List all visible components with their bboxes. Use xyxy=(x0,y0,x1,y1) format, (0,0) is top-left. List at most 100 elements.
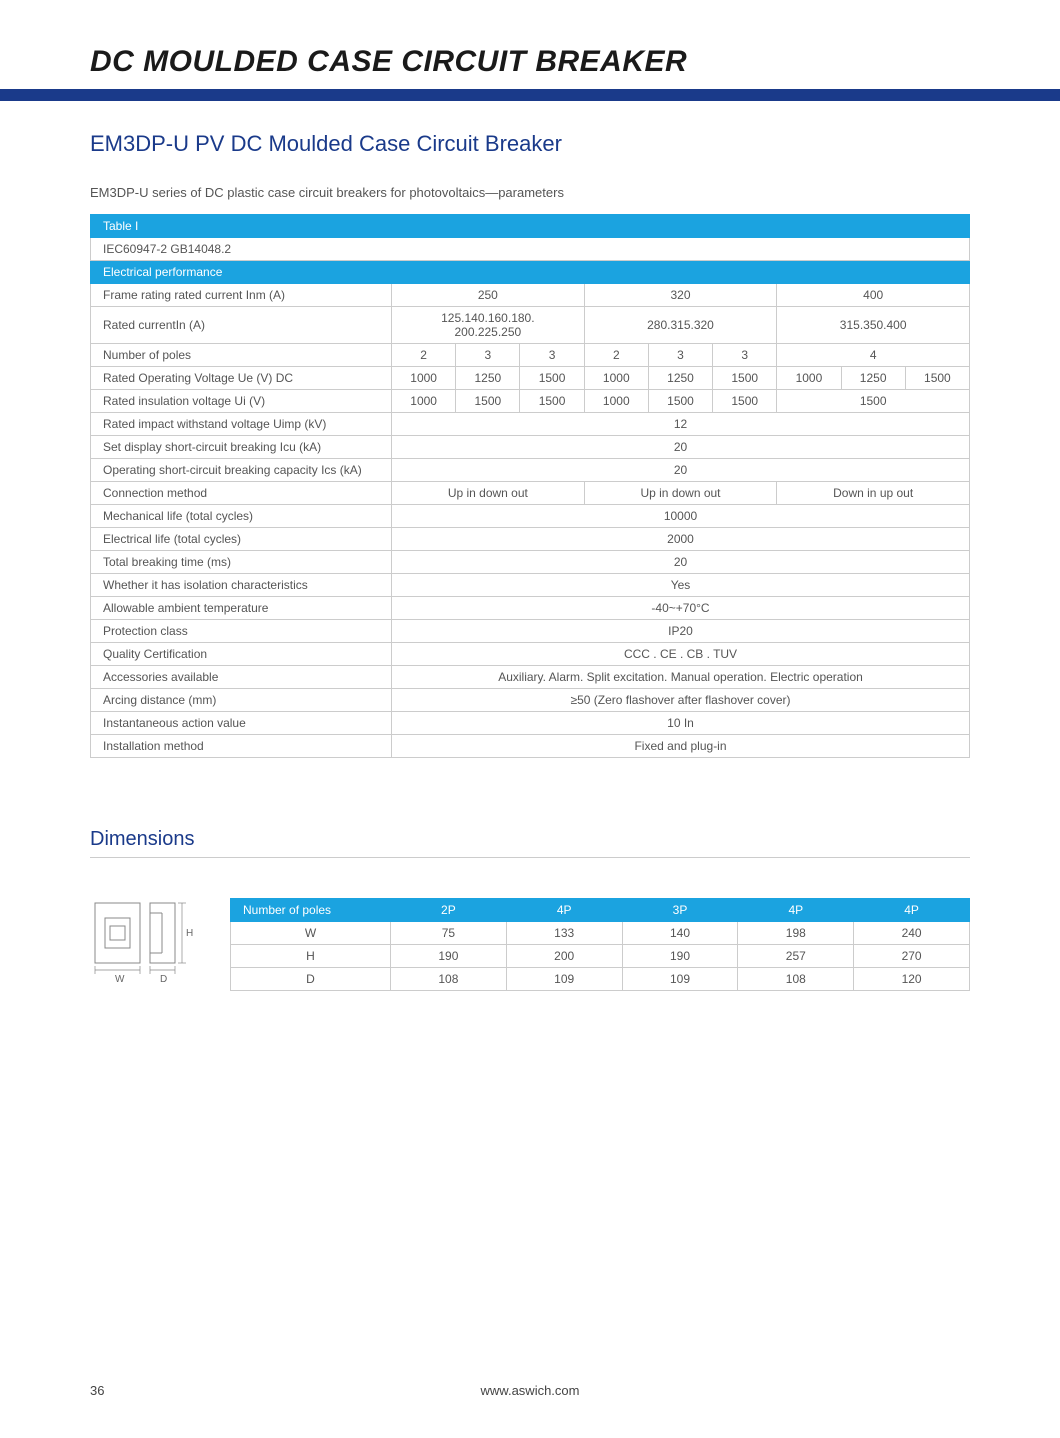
dimensions-table: Number of poles 2P 4P 3P 4P 4P W 75 133 … xyxy=(230,898,970,991)
dim-row-h: H 190 200 190 257 270 xyxy=(231,945,970,968)
dim-header-label: Number of poles xyxy=(231,899,391,922)
cell-value: Up in down out xyxy=(392,482,585,505)
cell-value: 1250 xyxy=(841,367,905,390)
row-icu: Set display short-circuit breaking Icu (… xyxy=(91,436,970,459)
cell-value: 3 xyxy=(456,344,520,367)
cell-value: 1500 xyxy=(905,367,969,390)
row-instant: Instantaneous action value 10 In xyxy=(91,712,970,735)
cell-value: 1500 xyxy=(456,390,520,413)
cell-value: CCC . CE . CB . TUV xyxy=(392,643,970,666)
content-area: EM3DP-U PV DC Moulded Case Circuit Break… xyxy=(0,101,1060,993)
cell-value: 10 In xyxy=(392,712,970,735)
dim-header-cell: 4P xyxy=(854,899,970,922)
cell-value: 1500 xyxy=(648,390,712,413)
cell-label: Protection class xyxy=(91,620,392,643)
dimensions-section: W D H Number of poles 2P 4P 3P 4P 4 xyxy=(90,898,970,993)
cell-value: 3 xyxy=(648,344,712,367)
cell-value: 1500 xyxy=(520,390,584,413)
cell-label: Rated Operating Voltage Ue (V) DC xyxy=(91,367,392,390)
table-header-1: Table I xyxy=(91,215,970,238)
svg-text:D: D xyxy=(160,974,167,985)
dim-cell: 120 xyxy=(854,968,970,991)
intro-text: EM3DP-U series of DC plastic case circui… xyxy=(90,185,970,200)
cell-value: 12 xyxy=(392,413,970,436)
dim-cell: 109 xyxy=(622,968,738,991)
dim-label: D xyxy=(231,968,391,991)
cell-label: Instantaneous action value xyxy=(91,712,392,735)
dim-cell: 198 xyxy=(738,922,854,945)
dim-header-row: Number of poles 2P 4P 3P 4P 4P xyxy=(231,899,970,922)
cell-value: Yes xyxy=(392,574,970,597)
table-header-2: Electrical performance xyxy=(91,261,970,284)
cell-label: Mechanical life (total cycles) xyxy=(91,505,392,528)
row-quality: Quality Certification CCC . CE . CB . TU… xyxy=(91,643,970,666)
row-protection: Protection class IP20 xyxy=(91,620,970,643)
cell-label: Total breaking time (ms) xyxy=(91,551,392,574)
cell-label: Rated insulation voltage Ui (V) xyxy=(91,390,392,413)
cell-value: 3 xyxy=(520,344,584,367)
cell-label: Connection method xyxy=(91,482,392,505)
cell-label: Number of poles xyxy=(91,344,392,367)
cell-value: 2 xyxy=(584,344,648,367)
dim-cell: 240 xyxy=(854,922,970,945)
dim-row-w: W 75 133 140 198 240 xyxy=(231,922,970,945)
dim-cell: 190 xyxy=(622,945,738,968)
cell-value: Down in up out xyxy=(777,482,970,505)
svg-text:W: W xyxy=(115,974,125,985)
dim-header-cell: 2P xyxy=(391,899,507,922)
subtitle: EM3DP-U PV DC Moulded Case Circuit Break… xyxy=(90,131,970,157)
row-install: Installation method Fixed and plug-in xyxy=(91,735,970,758)
cell-label: Set display short-circuit breaking Icu (… xyxy=(91,436,392,459)
cell-value: 1000 xyxy=(777,367,841,390)
standards-row: IEC60947-2 GB14048.2 xyxy=(91,238,970,261)
cell-value: 315.350.400 xyxy=(777,307,970,344)
cell-value: 1500 xyxy=(713,390,777,413)
dim-cell: 133 xyxy=(506,922,622,945)
dim-cell: 108 xyxy=(738,968,854,991)
row-elec-life: Electrical life (total cycles) 2000 xyxy=(91,528,970,551)
cell-value: 1000 xyxy=(392,367,456,390)
dim-label: W xyxy=(231,922,391,945)
dim-cell: 270 xyxy=(854,945,970,968)
cell-value: Up in down out xyxy=(584,482,777,505)
cell-label: Quality Certification xyxy=(91,643,392,666)
dim-cell: 109 xyxy=(506,968,622,991)
cell-value: 10000 xyxy=(392,505,970,528)
cell-value: 280.315.320 xyxy=(584,307,777,344)
cell-label: Installation method xyxy=(91,735,392,758)
row-ins-voltage: Rated insulation voltage Ui (V) 1000 150… xyxy=(91,390,970,413)
cell-value: Fixed and plug-in xyxy=(392,735,970,758)
row-ics: Operating short-circuit breaking capacit… xyxy=(91,459,970,482)
row-ambient: Allowable ambient temperature -40~+70°C xyxy=(91,597,970,620)
dim-header-cell: 4P xyxy=(506,899,622,922)
row-op-voltage: Rated Operating Voltage Ue (V) DC 1000 1… xyxy=(91,367,970,390)
row-break-time: Total breaking time (ms) 20 xyxy=(91,551,970,574)
dim-header-cell: 3P xyxy=(622,899,738,922)
dim-row-d: D 108 109 109 108 120 xyxy=(231,968,970,991)
cell-value: 1000 xyxy=(584,367,648,390)
dim-cell: 200 xyxy=(506,945,622,968)
cell-value: 3 xyxy=(713,344,777,367)
dimensions-title: Dimensions xyxy=(90,828,970,851)
cell-value: 4 xyxy=(777,344,970,367)
cell-label: Accessories available xyxy=(91,666,392,689)
cell-label: Whether it has isolation characteristics xyxy=(91,574,392,597)
cell-value: 1250 xyxy=(648,367,712,390)
cell-value: 1500 xyxy=(777,390,970,413)
cell-value: ≥50 (Zero flashover after flashover cove… xyxy=(392,689,970,712)
cell-value: IP20 xyxy=(392,620,970,643)
row-isolation: Whether it has isolation characteristics… xyxy=(91,574,970,597)
cell-value: 1000 xyxy=(584,390,648,413)
cell-value: 20 xyxy=(392,436,970,459)
cell-value: 320 xyxy=(584,284,777,307)
dimensions-divider xyxy=(90,857,970,858)
page-title: DC MOULDED CASE CIRCUIT BREAKER xyxy=(0,0,1060,89)
cell-value: -40~+70°C xyxy=(392,597,970,620)
row-rated-current: Rated currentIn (A) 125.140.160.180. 200… xyxy=(91,307,970,344)
cell-label: Operating short-circuit breaking capacit… xyxy=(91,459,392,482)
spec-table: Table I IEC60947-2 GB14048.2 Electrical … xyxy=(90,214,970,758)
row-mech-life: Mechanical life (total cycles) 10000 xyxy=(91,505,970,528)
dim-cell: 257 xyxy=(738,945,854,968)
dim-cell: 140 xyxy=(622,922,738,945)
dim-cell: 108 xyxy=(391,968,507,991)
